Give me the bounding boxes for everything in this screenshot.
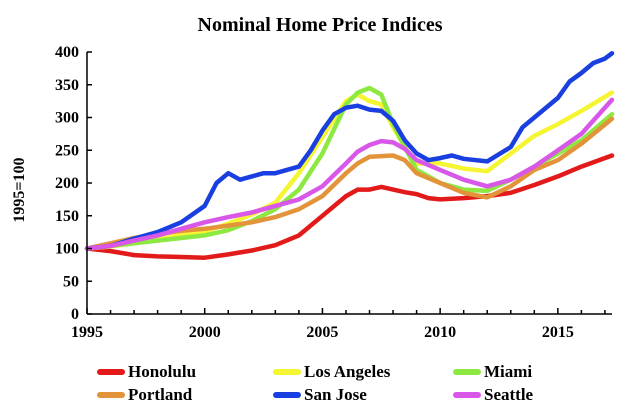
x-tick-label: 2015 <box>542 324 574 341</box>
series-line-seattle <box>84 97 615 251</box>
legend-label-honolulu: Honolulu <box>128 362 196 381</box>
series-line-san-jose <box>84 51 615 251</box>
y-tick-label: 50 <box>63 273 79 290</box>
legend-label-los-angeles: Los Angeles <box>304 362 391 381</box>
y-tick-label: 300 <box>55 110 79 127</box>
axes: 0 50 100 150 200 250 300 350 400 1995 2000 2005 2010… <box>55 44 612 341</box>
series-line-honolulu <box>84 153 615 260</box>
legend-label-portland: Portland <box>128 385 193 404</box>
x-tick-label: 2005 <box>306 324 338 341</box>
x-tick-label: 2010 <box>424 324 456 341</box>
legend-label-miami: Miami <box>484 362 532 381</box>
y-tick-label: 250 <box>55 142 79 159</box>
series-line-los-angeles <box>84 90 615 251</box>
chart-title: Nominal Home Price Indices <box>198 14 443 36</box>
y-tick-label: 400 <box>55 44 79 61</box>
y-tick-label: 200 <box>55 175 79 192</box>
plot-area <box>84 51 615 260</box>
y-tick-label: 0 <box>71 306 79 323</box>
legend-label-seattle: Seattle <box>484 385 534 404</box>
y-axis-label: 1995=100 <box>11 157 28 222</box>
y-tick-label: 150 <box>55 208 79 225</box>
legend: Honolulu Los Angeles Miami Portland San Jose… <box>97 362 534 404</box>
x-tick-label: 1995 <box>71 324 103 341</box>
y-tick-label: 100 <box>55 241 79 258</box>
y-tick-label: 350 <box>55 77 79 94</box>
legend-label-san-jose: San Jose <box>304 385 367 404</box>
x-tick-label: 2000 <box>189 324 221 341</box>
